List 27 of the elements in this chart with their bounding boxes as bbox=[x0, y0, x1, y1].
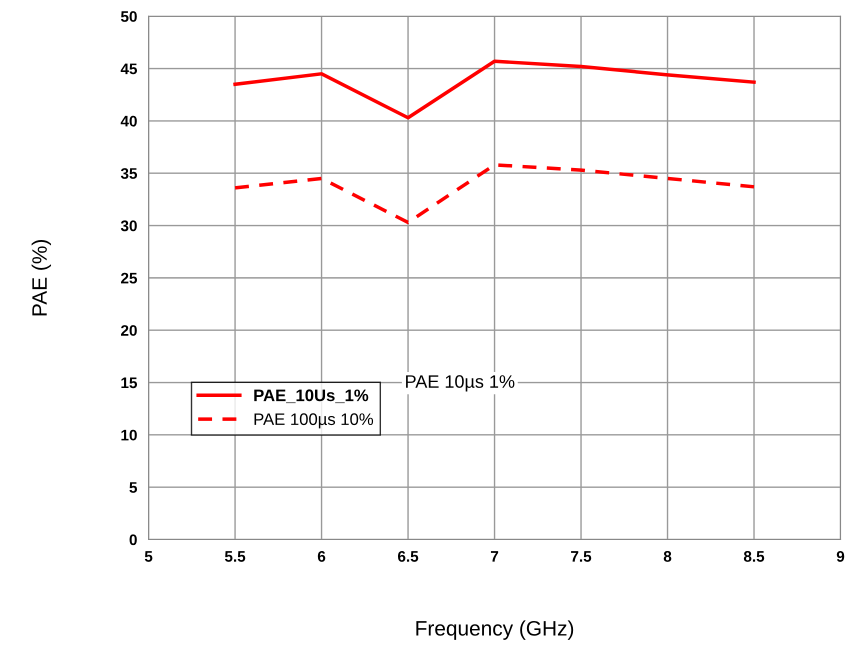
x-tick-label: 5 bbox=[144, 551, 152, 562]
annotation: PAE 10µs 1% bbox=[406, 375, 514, 392]
y-tick-label: 5 bbox=[129, 482, 138, 493]
line-series bbox=[233, 60, 756, 120]
x-tick-label: 5.5 bbox=[224, 551, 246, 562]
y-tick-label: 0 bbox=[130, 534, 137, 546]
x-tick-label: 6 bbox=[318, 551, 326, 562]
legend-label: PAE 100µs 10% bbox=[254, 413, 374, 428]
y-tick-label: 45 bbox=[120, 64, 138, 74]
x-tick-label: 7 bbox=[490, 551, 498, 562]
legend-label: PAE_10Us_1% bbox=[254, 389, 368, 404]
line-series bbox=[233, 163, 756, 224]
y-tick-label: 10 bbox=[121, 430, 137, 441]
x-tick-label: 6.5 bbox=[398, 551, 418, 562]
x-tick-label: 8.5 bbox=[744, 551, 764, 562]
y-tick-label: 40 bbox=[120, 116, 137, 127]
x-tick-label: 9 bbox=[836, 551, 844, 562]
y-tick-label: 50 bbox=[120, 11, 137, 22]
y-tick-label: 35 bbox=[120, 168, 138, 179]
y-tick-label: 25 bbox=[121, 272, 138, 284]
x-tick-label: 7.5 bbox=[571, 551, 592, 562]
y-axis-title: PAE (%) bbox=[32, 240, 52, 316]
y-tick-label: 15 bbox=[121, 378, 138, 388]
x-axis-title: Frequency (GHz) bbox=[416, 620, 574, 640]
x-tick-label: 8 bbox=[664, 551, 672, 562]
y-tick-label: 30 bbox=[120, 220, 137, 232]
y-tick-label: 20 bbox=[121, 325, 137, 336]
